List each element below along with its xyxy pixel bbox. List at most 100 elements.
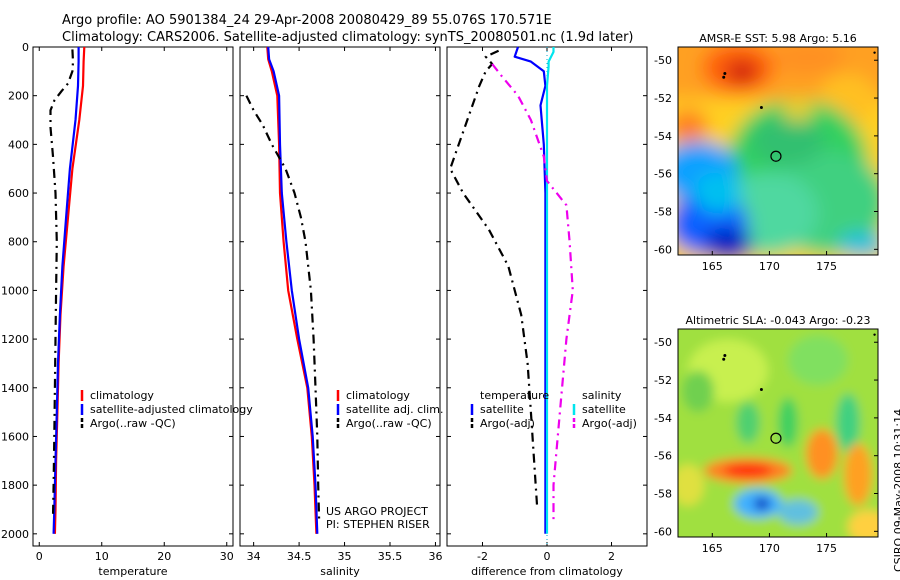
depth-tick-label: 1000 — [1, 284, 29, 297]
sst-map-ytick-label: -54 — [654, 130, 672, 143]
sla-map-field — [678, 329, 878, 537]
salinity-profile-xtick-label: 36 — [428, 550, 442, 563]
sst-map-xtick-label: 170 — [759, 260, 780, 273]
sla-map-island-dot — [723, 353, 727, 357]
sst-map-ytick-label: -56 — [654, 168, 672, 181]
timestamp-stamp: CSIRO 09-May-2008 10:31:14 — [892, 408, 900, 572]
sst-map-xtick-label: 165 — [702, 260, 723, 273]
sst-map-ytick-label: -58 — [654, 206, 672, 219]
temperature-profile-legend-label: climatology — [90, 389, 154, 402]
difference-profile-series-temperature-argo-adj- — [449, 49, 539, 510]
difference-profile-panel: -2 0 2 difference from climatology temperatu… — [446, 46, 648, 578]
difference-profile-xlabel: difference from climatology — [471, 565, 623, 578]
depth-tick-label: 800 — [8, 236, 29, 249]
figure-title-line-2: Climatology: CARS2006. Satellite-adjuste… — [62, 30, 634, 45]
difference-legend-label: satellite — [582, 403, 626, 416]
salinity-profile-xtick-label: 35 — [338, 550, 352, 563]
sst-map-colour-patch — [752, 115, 824, 166]
salinity-profile-series-argo-raw-qc- — [245, 95, 321, 520]
temperature-profile-legend-label: satellite-adjusted climatology — [90, 403, 253, 416]
difference-profile-series-salinity-satellite — [545, 47, 555, 534]
temperature-profile-series-argo-raw-qc- — [49, 49, 75, 517]
sla-map-colour-patch — [778, 499, 818, 525]
sla-map-colour-patch — [848, 509, 878, 537]
sst-map-colour-patch — [772, 47, 844, 75]
sla-map-xtick-label: 170 — [759, 542, 780, 555]
sla-map-ytick-label: -58 — [654, 488, 672, 501]
temperature-profile-xtick-label: 30 — [220, 550, 234, 563]
temperature-profile-xlabel: temperature — [98, 565, 167, 578]
sst-map-ytick-label: -52 — [654, 92, 672, 105]
sst-map: AMSR-E SST: 5.98 Argo: 5.16 165 170 175 -50 -… — [654, 32, 879, 273]
depth-tick-label: 1600 — [1, 430, 29, 443]
sst-map-frame — [677, 46, 879, 256]
depth-tick-label: 400 — [8, 138, 29, 151]
sla-map-frame — [677, 328, 879, 538]
sla-map-colour-field — [678, 329, 878, 537]
sla-map-colour-patch — [778, 397, 798, 448]
sla-map-xtick-label: 165 — [702, 542, 723, 555]
depth-tick-label: 600 — [8, 187, 29, 200]
depth-tick-label: 0 — [22, 41, 29, 54]
temperature-profile-frame — [32, 46, 234, 547]
depth-tick-label: 1200 — [1, 333, 29, 346]
project-credit: US ARGO PROJECT — [326, 505, 428, 518]
pi-credit: PI: STEPHEN RISER — [326, 518, 430, 531]
sla-map-colour-patch — [678, 464, 704, 506]
sst-map-colour-patch — [694, 171, 742, 214]
sst-map-colour-patch — [782, 96, 814, 122]
sla-map-colour-patch — [844, 443, 872, 506]
salinity-profile-xtick-label: 34.5 — [287, 550, 312, 563]
salinity-profile-xlabel: salinity — [320, 565, 360, 578]
temperature-profile-series-climatology — [53, 46, 86, 534]
figure-title-line-1: Argo profile: AO 5901384_24 29-Apr-2008 … — [62, 13, 552, 28]
sla-map-island-dot — [873, 333, 876, 336]
sla-map-ytick-label: -56 — [654, 450, 672, 463]
difference-profile-series-temperature-satellite — [513, 46, 547, 534]
sla-map-xtick-label: 175 — [816, 542, 837, 555]
sst-map-title: AMSR-E SST: 5.98 Argo: 5.16 — [699, 32, 857, 45]
sst-map-colour-patch — [838, 232, 878, 255]
sla-map-island-dot — [722, 357, 726, 361]
temperature-profile-panel: 0 10 20 30 0 200 400 600 800 1000 1200 1400 1600 1800… — [1, 41, 253, 578]
difference-profile-xtick-label: 2 — [608, 550, 615, 563]
salinity-profile-xtick-label: 35.5 — [378, 550, 403, 563]
difference-legend-label: Argo(-adj) — [582, 417, 637, 430]
salinity-profile-legend-label: climatology — [346, 389, 410, 402]
sla-map-colour-patch — [806, 428, 838, 479]
sla-map-colour-patch — [736, 401, 760, 444]
sst-map-island-dot — [873, 51, 876, 54]
salinity-profile-legend-label: satellite adj. clim. — [346, 403, 443, 416]
depth-tick-label: 2000 — [1, 528, 29, 541]
sla-map-float-marker — [770, 432, 782, 444]
difference-legend-label: satellite — [480, 403, 524, 416]
salinity-profile-xtick-label: 34 — [247, 550, 261, 563]
sst-map-field — [678, 47, 878, 255]
sla-map-island-dot — [759, 388, 763, 392]
sst-map-ytick-label: -50 — [654, 54, 672, 67]
difference-profile-xtick-label: 0 — [544, 550, 551, 563]
legend-heading-temperature: temperature — [480, 389, 549, 402]
sst-map-colour-patch — [726, 59, 758, 85]
sst-map-colour-patch — [704, 227, 752, 255]
sla-map-ytick-label: -52 — [654, 374, 672, 387]
difference-legend-label: Argo(-adj) — [480, 417, 535, 430]
sla-map-ytick-label: -50 — [654, 336, 672, 349]
salinity-profile-series-satellite-adj-clim- — [267, 46, 319, 534]
depth-tick-label: 1800 — [1, 479, 29, 492]
salinity-profile-frame — [239, 46, 441, 547]
sla-map-ytick-label: -60 — [654, 525, 672, 538]
sla-map-colour-patch — [788, 335, 848, 386]
temperature-profile-xtick-label: 10 — [95, 550, 109, 563]
sla-map: Altimetric SLA: -0.043 Argo: -0.23 165 170… — [654, 314, 879, 555]
legend-heading-salinity: salinity — [582, 389, 622, 402]
difference-profile-xtick-label: -2 — [477, 550, 488, 563]
temperature-profile-legend-label: Argo(..raw -QC) — [90, 417, 176, 430]
sla-map-colour-patch — [754, 497, 770, 510]
sst-map-float-marker — [770, 150, 782, 162]
depth-tick-label: 1400 — [1, 382, 29, 395]
sst-map-colour-field — [678, 47, 878, 255]
temperature-profile-xtick-label: 20 — [157, 550, 171, 563]
sla-map-title: Altimetric SLA: -0.043 Argo: -0.23 — [686, 314, 871, 327]
